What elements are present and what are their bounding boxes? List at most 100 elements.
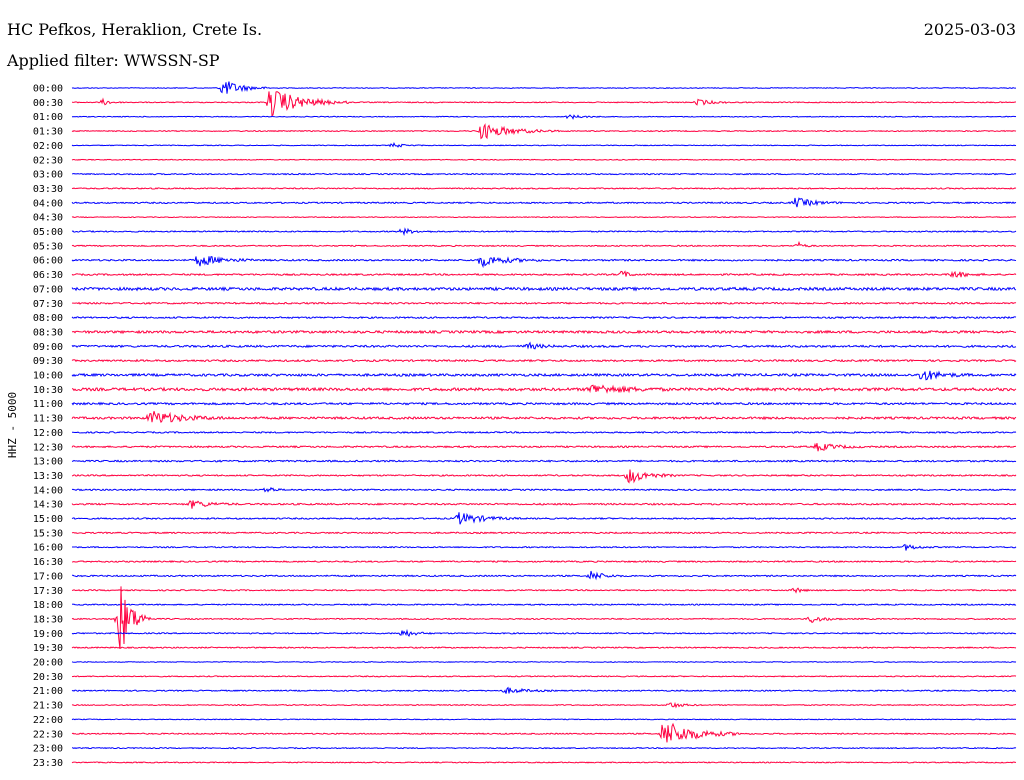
row-time-label: 13:00	[33, 457, 63, 468]
row-time-label: 13:30	[33, 471, 63, 482]
row-time-label: 07:00	[33, 284, 63, 295]
trace-row	[71, 301, 1017, 305]
row-time-label: 01:00	[33, 112, 63, 123]
station-title: HC Pefkos, Heraklion, Crete Is.	[7, 20, 263, 39]
trace-row	[71, 459, 1017, 463]
row-time-label: 05:00	[33, 227, 63, 238]
trace-row	[71, 341, 1017, 350]
row-time-label: 00:00	[33, 84, 63, 95]
row-time-label: 10:00	[33, 371, 63, 382]
row-time-label: 18:00	[33, 600, 63, 611]
row-time-label: 04:00	[33, 198, 63, 209]
trace-row	[71, 286, 1017, 292]
filter-label: Applied filter: WWSSN-SP	[7, 51, 220, 70]
row-time-label: 17:00	[33, 571, 63, 582]
trace-row	[71, 469, 1017, 484]
trace-row	[71, 701, 1017, 709]
trace-row	[71, 384, 1017, 394]
trace-row	[71, 329, 1017, 335]
row-time-label: 20:30	[33, 672, 63, 683]
trace-row	[72, 543, 1017, 551]
row-time-label: 03:00	[33, 170, 63, 181]
row-time-label: 00:30	[33, 98, 63, 109]
trace-row	[71, 586, 1017, 649]
trace-row	[71, 81, 1017, 94]
date-label: 2025-03-03	[923, 20, 1016, 39]
trace-row	[71, 442, 1017, 452]
row-time-label: 07:30	[33, 299, 63, 310]
trace-row	[71, 216, 1017, 219]
row-time-label: 11:00	[33, 399, 63, 410]
row-time-label: 12:00	[33, 428, 63, 439]
trace-row	[71, 91, 1017, 117]
row-time-label: 15:30	[33, 528, 63, 539]
row-time-label: 19:00	[33, 629, 63, 640]
trace-row	[71, 142, 1017, 148]
trace-row	[71, 660, 1017, 663]
y-axis-label: HHZ - 5000	[6, 392, 19, 458]
row-time-label: 14:00	[33, 485, 63, 496]
row-time-label: 14:30	[33, 500, 63, 511]
trace-row	[71, 512, 1017, 525]
row-time-label: 21:30	[33, 701, 63, 712]
trace-row	[71, 270, 1017, 279]
trace-row	[71, 430, 1017, 434]
row-time-label: 16:00	[33, 543, 63, 554]
row-time-label: 06:30	[33, 270, 63, 281]
trace-row	[71, 570, 1017, 581]
trace-row	[71, 401, 1017, 406]
row-time-label: 22:30	[33, 729, 63, 740]
trace-row	[71, 722, 1017, 743]
row-time-label: 22:00	[33, 715, 63, 726]
trace-row	[71, 158, 1017, 161]
row-time-label: 18:30	[33, 614, 63, 625]
row-time-label: 09:00	[33, 342, 63, 353]
trace-row	[71, 123, 1017, 140]
trace-row	[71, 187, 1017, 190]
trace-row	[71, 197, 1017, 208]
trace-row	[71, 718, 1017, 721]
row-time-label: 23:00	[33, 744, 63, 755]
trace-row	[71, 675, 1017, 678]
trace-row	[71, 761, 1017, 764]
trace-row	[71, 114, 1017, 120]
trace-row	[71, 746, 1017, 750]
row-time-label: 20:00	[33, 658, 63, 669]
row-time-label: 02:30	[33, 155, 63, 166]
trace-row	[71, 628, 1017, 638]
trace-row	[71, 411, 1017, 424]
row-time-label: 10:30	[33, 385, 63, 396]
row-time-label: 03:30	[33, 184, 63, 195]
row-time-label: 08:30	[33, 327, 63, 338]
trace-row	[71, 560, 1017, 564]
row-time-label: 15:00	[33, 514, 63, 525]
row-time-label: 21:00	[33, 686, 63, 697]
trace-row	[71, 172, 1017, 176]
row-time-label: 01:30	[33, 127, 63, 138]
trace-row	[71, 227, 1017, 237]
trace-row	[71, 370, 1017, 381]
trace-row	[71, 603, 1017, 606]
trace-row	[71, 358, 1017, 363]
trace-row	[71, 500, 1017, 509]
trace-row	[71, 686, 1017, 694]
trace-row	[71, 486, 1017, 493]
row-time-label: 17:30	[33, 586, 63, 597]
row-time-label: 05:30	[33, 241, 63, 252]
row-time-label: 16:30	[33, 557, 63, 568]
trace-row	[71, 240, 1017, 248]
row-time-label: 04:30	[33, 213, 63, 224]
row-time-label: 11:30	[33, 414, 63, 425]
row-time-label: 08:00	[33, 313, 63, 324]
trace-row	[71, 315, 1017, 320]
row-time-label: 06:00	[33, 256, 63, 267]
row-time-label: 02:00	[33, 141, 63, 152]
trace-row	[71, 646, 1017, 649]
row-time-label: 12:30	[33, 442, 63, 453]
trace-row	[71, 587, 1017, 594]
trace-row	[71, 256, 1017, 269]
trace-row	[71, 531, 1017, 535]
row-time-label: 09:30	[33, 356, 63, 367]
